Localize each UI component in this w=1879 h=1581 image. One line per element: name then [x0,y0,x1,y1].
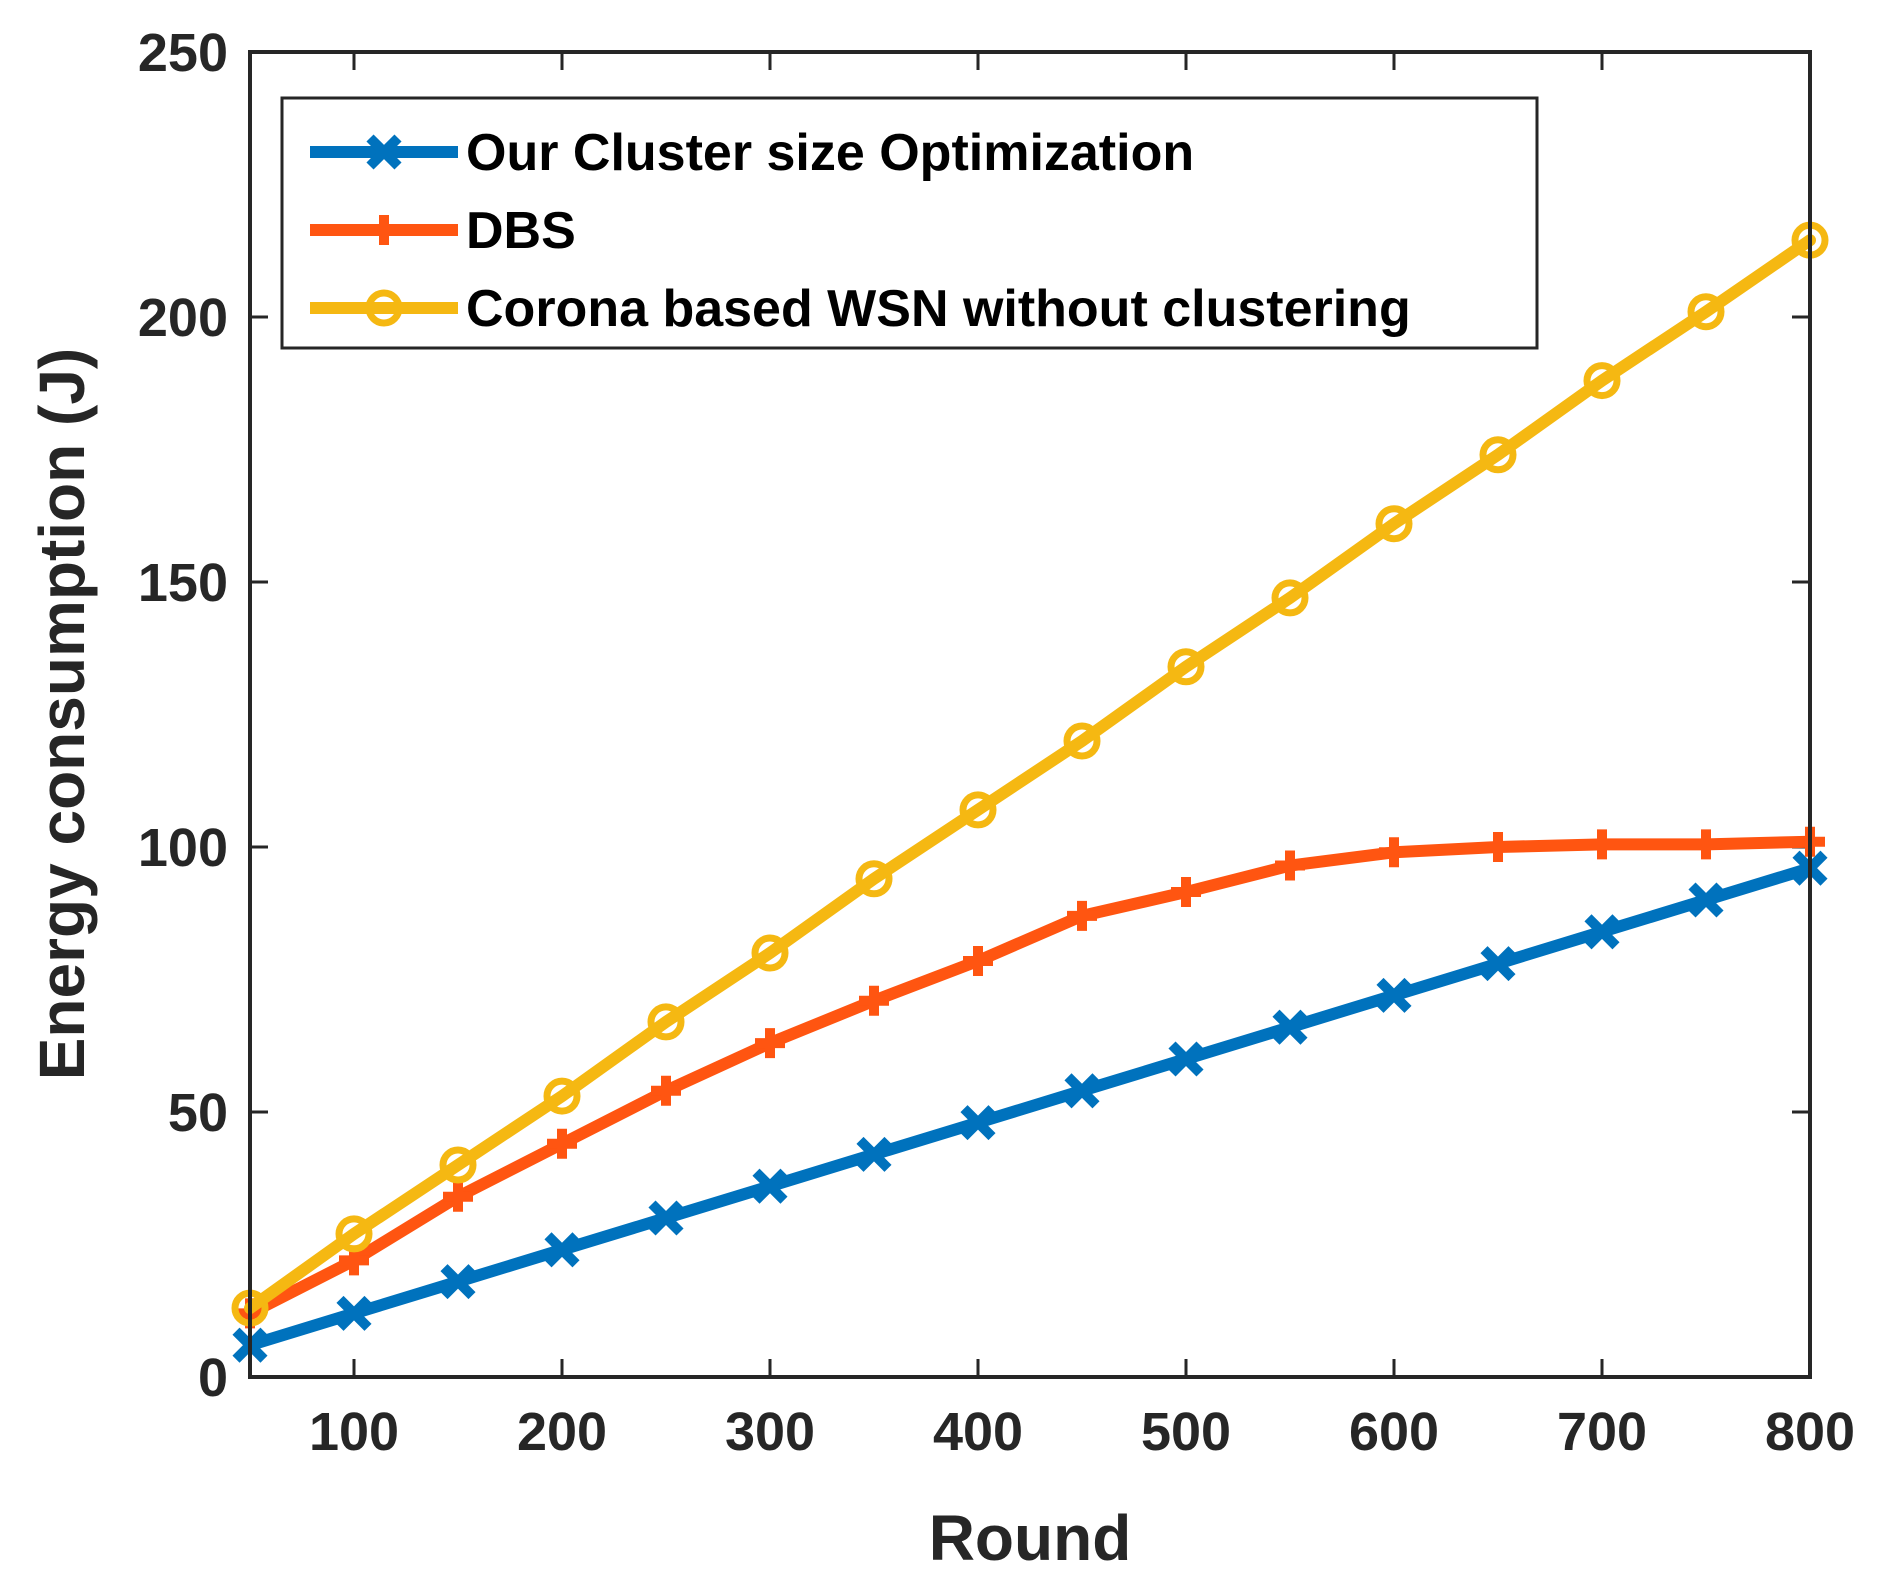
data-point-2 [855,860,893,898]
data-point-1 [1067,900,1097,931]
data-point-1 [859,985,889,1016]
data-point-0 [1272,1009,1308,1045]
y-tick-label: 200 [138,288,228,348]
data-point-1 [1171,877,1201,908]
data-point-0 [1480,946,1516,982]
series-line-0 [244,862,1816,1352]
series-1 [235,826,1825,1329]
y-tick-label: 150 [138,553,228,613]
legend-label-2: Corona based WSN without clustering [466,280,1411,338]
y-tick-label: 250 [138,23,228,83]
data-point-0 [648,1200,684,1236]
data-point-0 [1584,914,1620,950]
data-point-1 [443,1181,473,1212]
data-point-1 [1483,832,1513,862]
data-point-0 [752,1168,788,1204]
data-point-1 [651,1075,681,1106]
legend-label-1: DBS [466,202,576,260]
data-point-1 [963,945,993,976]
legend: Our Cluster size Optimization DBS Corona b… [280,96,1539,350]
series-layer [231,221,1829,1363]
legend-marker-1 [369,215,399,245]
data-point-0 [336,1295,372,1331]
legend-entry-0: Our Cluster size Optimization [310,124,1194,182]
data-point-0 [440,1264,476,1300]
x-tick-label: 200 [517,1402,607,1462]
series-2 [231,221,1829,1327]
legend-entry-2: Corona based WSN without clustering [310,280,1411,338]
legend-marker-2 [365,289,403,327]
x-tick-label: 300 [725,1402,815,1462]
x-tick-label: 400 [933,1402,1023,1462]
data-point-2 [1375,505,1413,543]
data-point-0 [1168,1041,1204,1077]
x-tick-label: 800 [1765,1402,1855,1462]
data-point-0 [544,1232,580,1268]
series-0 [232,850,1828,1363]
data-point-2 [1063,722,1101,760]
legend-entry-1: DBS [310,202,576,260]
legend-label-0: Our Cluster size Optimization [466,124,1194,182]
y-tick-label: 0 [198,1348,228,1408]
legend-entries: Our Cluster size Optimization DBS Corona b… [310,124,1411,338]
data-point-2 [1479,436,1517,474]
legend-box [280,96,1539,350]
data-point-0 [1376,977,1412,1013]
data-point-1 [1379,837,1409,868]
data-point-0 [960,1105,996,1141]
data-point-2 [543,1077,581,1115]
tick-labels: 100 200 300 400 500 600 700 800 0 50 100 150 200 250 [138,23,1855,1462]
plot-frame [248,50,1812,1379]
y-tick-label: 100 [138,818,228,878]
data-point-2 [1271,579,1309,617]
data-point-1 [1691,829,1721,860]
data-point-0 [856,1136,892,1172]
data-point-1 [1275,850,1305,881]
data-point-2 [335,1215,373,1253]
data-point-2 [1167,648,1205,686]
data-point-2 [751,934,789,972]
y-axis-title: Energy consumption (J) [26,348,98,1081]
series-line-1 [244,835,1816,1320]
data-point-2 [1583,362,1621,400]
x-tick-label: 600 [1349,1402,1439,1462]
data-point-2 [439,1146,477,1184]
x-tick-label: 500 [1141,1402,1231,1462]
data-point-2 [959,791,997,829]
data-point-2 [647,1003,685,1041]
x-axis-title: Round [929,1502,1132,1574]
data-point-0 [1688,882,1724,918]
data-point-0 [1064,1073,1100,1109]
data-point-2 [1687,293,1725,331]
data-point-1 [1587,829,1617,860]
series-line-2 [244,234,1816,1315]
legend-marker-0 [366,134,402,170]
x-tick-label: 100 [309,1402,399,1462]
x-tick-label: 700 [1557,1402,1647,1462]
data-point-1 [755,1028,785,1059]
data-point-1 [547,1128,577,1159]
y-tick-label: 50 [168,1083,228,1143]
